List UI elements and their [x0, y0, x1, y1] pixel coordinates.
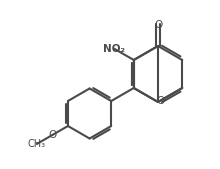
Text: O: O: [48, 130, 57, 140]
Text: O: O: [154, 20, 162, 30]
Text: CH₃: CH₃: [28, 139, 46, 149]
Text: NO₂: NO₂: [103, 44, 125, 54]
Text: O: O: [157, 96, 165, 106]
